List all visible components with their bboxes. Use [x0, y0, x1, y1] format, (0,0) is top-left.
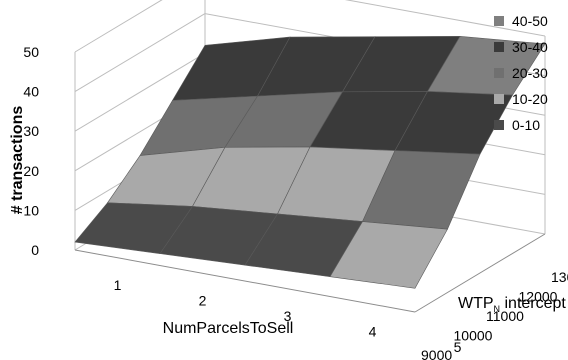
legend-label: 30-40 — [512, 39, 548, 55]
z-tick-label: 0 — [31, 242, 39, 258]
x-tick-label: 1 — [114, 277, 122, 293]
legend-label: 40-50 — [512, 13, 548, 29]
z-tick-label: 20 — [23, 163, 39, 179]
y-axis-title: WTPN intercept — [458, 295, 566, 314]
y-axis-title-main: WTP — [458, 295, 494, 312]
x-tick-label: 3 — [284, 308, 292, 324]
back-wall-gridline — [344, 0, 546, 37]
legend: 40-50 30-40 20-30 10-20 0-10 — [494, 13, 548, 133]
legend-swatch — [494, 120, 504, 130]
x-axis-title: NumParcelsToSell — [163, 320, 294, 337]
x-tick-label: 5 — [454, 339, 462, 355]
legend-swatch — [494, 42, 504, 52]
x-tick-label: 2 — [199, 292, 207, 308]
surface-plot — [74, 36, 546, 289]
z-tick-label: 30 — [23, 123, 39, 139]
legend-label: 10-20 — [512, 91, 548, 107]
y-tick-label: 9000 — [421, 347, 452, 360]
z-tick-label: 50 — [23, 44, 39, 60]
y-axis-title-sub: N — [494, 304, 501, 314]
left-wall-gridline — [74, 0, 163, 53]
legend-swatch — [494, 16, 504, 26]
legend-swatch — [494, 94, 504, 104]
y-tick-label: 10000 — [454, 328, 493, 344]
surface-patch — [329, 221, 448, 289]
x-tick-label: 4 — [369, 323, 377, 339]
y-axis-line — [414, 233, 546, 313]
z-tick-label: 40 — [23, 84, 39, 100]
legend-label: 20-30 — [512, 65, 548, 81]
y-tick-label: 11000 — [486, 308, 524, 324]
z-axis-title: # transactions — [9, 106, 26, 215]
left-wall-gridline — [74, 52, 206, 132]
y-axis-title-tail: intercept — [500, 295, 566, 312]
x-axis-line — [74, 249, 416, 313]
legend-swatch — [494, 68, 504, 78]
y-tick-label: 12000 — [519, 289, 558, 305]
legend-label: 0-10 — [512, 117, 540, 133]
z-tick-label: 10 — [23, 202, 39, 218]
left-wall-gridline — [74, 13, 206, 93]
y-tick-label: 13000 — [551, 269, 568, 285]
